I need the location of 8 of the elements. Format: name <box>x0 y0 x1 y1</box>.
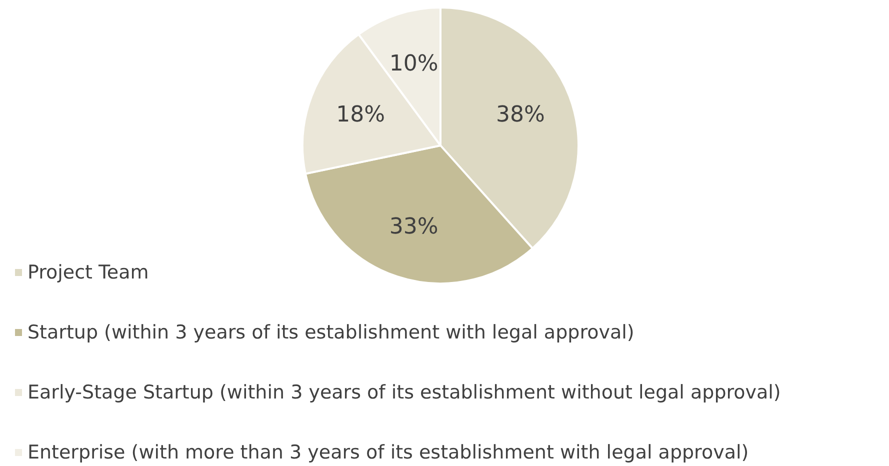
data-label: 18% <box>336 102 386 128</box>
data-label: 33% <box>389 214 438 240</box>
data-label: 10% <box>389 52 438 77</box>
legend-label: Early-Stage Startup (within 3 years of its establishment without legal approval) <box>28 382 781 404</box>
legend-label: Enterprise (with more than 3 years of its establishment with legal approval) <box>28 442 749 464</box>
legend-label: Startup (within 3 years of its establishment with legal approval) <box>28 322 634 344</box>
data-label: 38% <box>496 102 545 128</box>
legend-label: Project Team <box>28 262 149 284</box>
